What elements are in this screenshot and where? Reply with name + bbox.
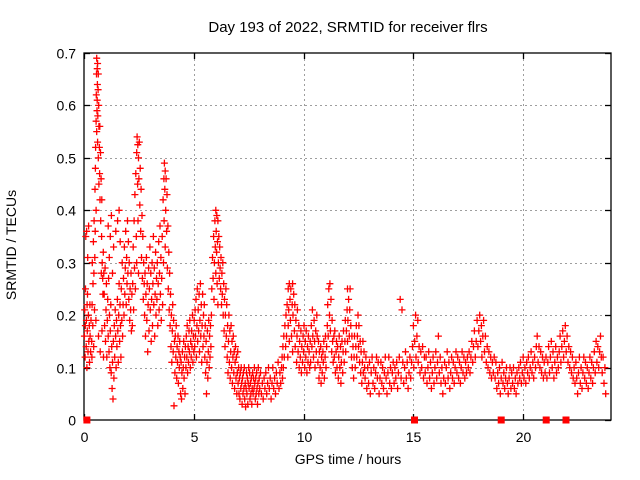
y-tick-label: 0 (68, 413, 76, 429)
y-tick-label: 0.4 (57, 203, 77, 219)
x-tick-label: 20 (516, 429, 532, 445)
y-tick-label: 0.3 (57, 256, 77, 272)
zero-flag-square-marker (497, 416, 505, 424)
grid-layer (85, 54, 610, 419)
zero-flag-square-marker (83, 416, 91, 424)
y-tick-label: 0.1 (57, 361, 77, 377)
x-tick-label: 0 (81, 429, 89, 445)
x-tick-label: 5 (191, 429, 199, 445)
zero-flag-square-marker (542, 416, 550, 424)
y-axis-title: SRMTID / TECUs (3, 190, 19, 300)
data-marker-layer (80, 54, 610, 424)
zero-flag-square-marker (562, 416, 570, 424)
y-tick-label: 0.7 (57, 46, 77, 62)
y-tick-label: 0.5 (57, 151, 77, 167)
zero-flag-square-marker (411, 416, 418, 424)
x-axis-title: GPS time / hours (295, 451, 402, 467)
x-tick-label: 15 (406, 429, 422, 445)
x-tick-label: 10 (297, 429, 313, 445)
chart-title: Day 193 of 2022, SRMTID for receiver flr… (208, 19, 487, 36)
y-tick-label: 0.2 (57, 308, 77, 324)
y-tick-label: 0.6 (57, 98, 77, 114)
scatter-plus-markers (80, 54, 610, 411)
tick-label-layer: 0 5 10 15 20 0 0.1 0.2 0.3 0.4 0.5 0.6 0.7 (57, 46, 532, 446)
